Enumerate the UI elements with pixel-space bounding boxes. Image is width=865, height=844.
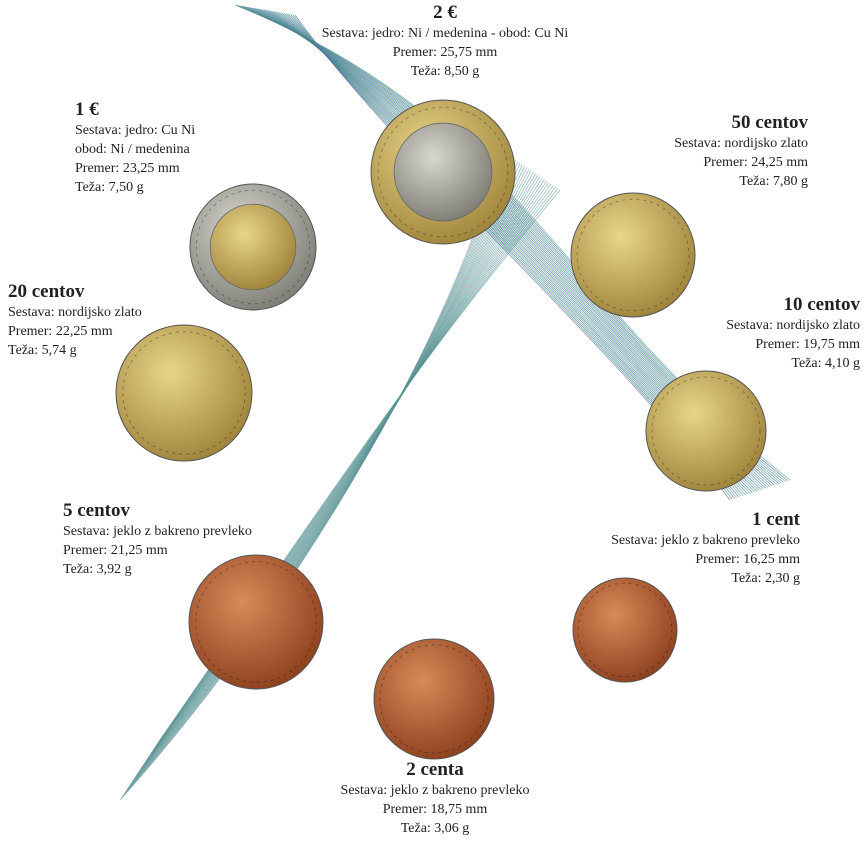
coin-core bbox=[394, 123, 492, 221]
coin-spec: Teža: 5,74 g bbox=[8, 343, 77, 358]
coin-spec: Premer: 23,25 mm bbox=[75, 161, 180, 176]
coin-spec: Premer: 21,25 mm bbox=[63, 543, 168, 558]
coin-spec: Sestava: jeklo z bakreno prevleko bbox=[63, 524, 252, 539]
coin bbox=[374, 639, 494, 759]
coin-spec: Teža: 7,50 g bbox=[75, 180, 144, 195]
coin-spec: Premer: 18,75 mm bbox=[383, 802, 488, 817]
coin-title: 2 € bbox=[433, 2, 457, 23]
coin-title: 50 centov bbox=[731, 112, 808, 133]
coin bbox=[189, 555, 323, 689]
coin-spec: Premer: 22,25 mm bbox=[8, 324, 113, 339]
coin-spec: Teža: 4,10 g bbox=[791, 356, 860, 371]
coin bbox=[116, 325, 252, 461]
coin bbox=[573, 578, 677, 682]
coin-spec: Sestava: nordijsko zlato bbox=[674, 136, 808, 151]
coin-spec: Sestava: jeklo z bakreno prevleko bbox=[341, 783, 530, 798]
coin-spec: Sestava: nordijsko zlato bbox=[8, 305, 142, 320]
coin-title: 1 cent bbox=[752, 509, 801, 530]
coin-title: 10 centov bbox=[783, 294, 860, 315]
coin-spec: Premer: 25,75 mm bbox=[393, 45, 498, 60]
coin-spec: Premer: 16,25 mm bbox=[695, 552, 800, 567]
coin-spec: Premer: 19,75 mm bbox=[755, 337, 860, 352]
coin-spec: Sestava: jedro: Cu Ni bbox=[75, 123, 195, 138]
coins bbox=[116, 100, 766, 759]
coin-core bbox=[210, 204, 296, 290]
coin-set-card: 2 € Sestava: jedro: Ni / medenina - obod:… bbox=[0, 0, 865, 844]
coin-spec: Teža: 8,50 g bbox=[411, 64, 480, 79]
coin-spec: Premer: 24,25 mm bbox=[703, 155, 808, 170]
coin-spec: Teža: 2,30 g bbox=[731, 571, 800, 586]
coin-spec: Teža: 3,06 g bbox=[401, 821, 470, 836]
coin-spec: Sestava: nordijsko zlato bbox=[726, 318, 860, 333]
coin-spec: Sestava: jeklo z bakreno prevleko bbox=[611, 533, 800, 548]
coin-spec: Teža: 3,92 g bbox=[63, 562, 132, 577]
coin-spec: Sestava: jedro: Ni / medenina - obod: Cu… bbox=[322, 26, 569, 41]
coin-title: 2 centa bbox=[406, 759, 464, 780]
coin bbox=[571, 193, 695, 317]
coin-spec: Teža: 7,80 g bbox=[739, 174, 808, 189]
coin-title: 5 centov bbox=[63, 500, 131, 521]
coin-title: 20 centov bbox=[8, 281, 85, 302]
coin bbox=[646, 371, 766, 491]
coin-spec: obod: Ni / medenina bbox=[75, 142, 190, 157]
coin-title: 1 € bbox=[75, 99, 99, 120]
